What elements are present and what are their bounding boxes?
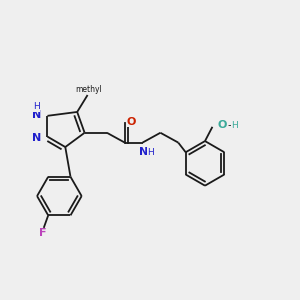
Text: N: N	[32, 133, 41, 142]
Text: H: H	[147, 148, 154, 157]
Text: H: H	[231, 121, 238, 130]
Text: O: O	[218, 120, 227, 130]
Text: O: O	[127, 117, 136, 127]
Text: N: N	[32, 110, 41, 120]
Text: methyl: methyl	[76, 85, 102, 94]
Text: F: F	[39, 228, 46, 238]
Text: -: -	[228, 120, 232, 130]
Text: H: H	[33, 102, 40, 111]
Text: N: N	[139, 147, 148, 157]
